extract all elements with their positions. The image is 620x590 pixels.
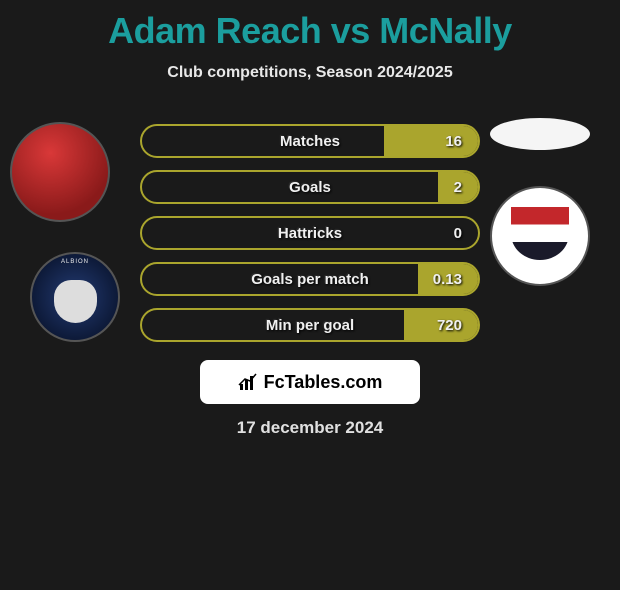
chart-icon bbox=[238, 372, 258, 392]
player1-club-badge bbox=[30, 252, 120, 342]
stat-label: Matches bbox=[142, 133, 478, 150]
stat-row: Matches16 bbox=[140, 124, 480, 158]
stat-value-right: 0 bbox=[454, 225, 462, 242]
comparison-panel: Matches16 Goals2 Hattricks0 Goals per match… bbox=[0, 122, 620, 438]
stat-label: Goals bbox=[142, 179, 478, 196]
stat-label: Hattricks bbox=[142, 225, 478, 242]
player2-avatar bbox=[490, 118, 590, 150]
left-player-column bbox=[10, 122, 130, 362]
stat-label: Goals per match bbox=[142, 271, 478, 288]
stat-value-right: 0.13 bbox=[433, 271, 462, 288]
stat-value-right: 16 bbox=[445, 133, 462, 150]
stat-value-right: 2 bbox=[454, 179, 462, 196]
player1-avatar bbox=[10, 122, 110, 222]
page-subtitle: Club competitions, Season 2024/2025 bbox=[0, 64, 620, 82]
branding-badge: FcTables.com bbox=[200, 360, 420, 404]
branding-text: FcTables.com bbox=[264, 372, 383, 393]
stat-row: Goals per match0.13 bbox=[140, 262, 480, 296]
player2-club-badge bbox=[490, 186, 590, 286]
stat-value-right: 720 bbox=[437, 317, 462, 334]
stats-list: Matches16 Goals2 Hattricks0 Goals per match… bbox=[140, 122, 480, 342]
stat-row: Hattricks0 bbox=[140, 216, 480, 250]
stat-label: Min per goal bbox=[142, 317, 478, 334]
stat-row: Min per goal720 bbox=[140, 308, 480, 342]
right-player-column bbox=[490, 122, 610, 306]
page-title: Adam Reach vs McNally bbox=[0, 10, 620, 52]
date-text: 17 december 2024 bbox=[0, 418, 620, 438]
stat-row: Goals2 bbox=[140, 170, 480, 204]
